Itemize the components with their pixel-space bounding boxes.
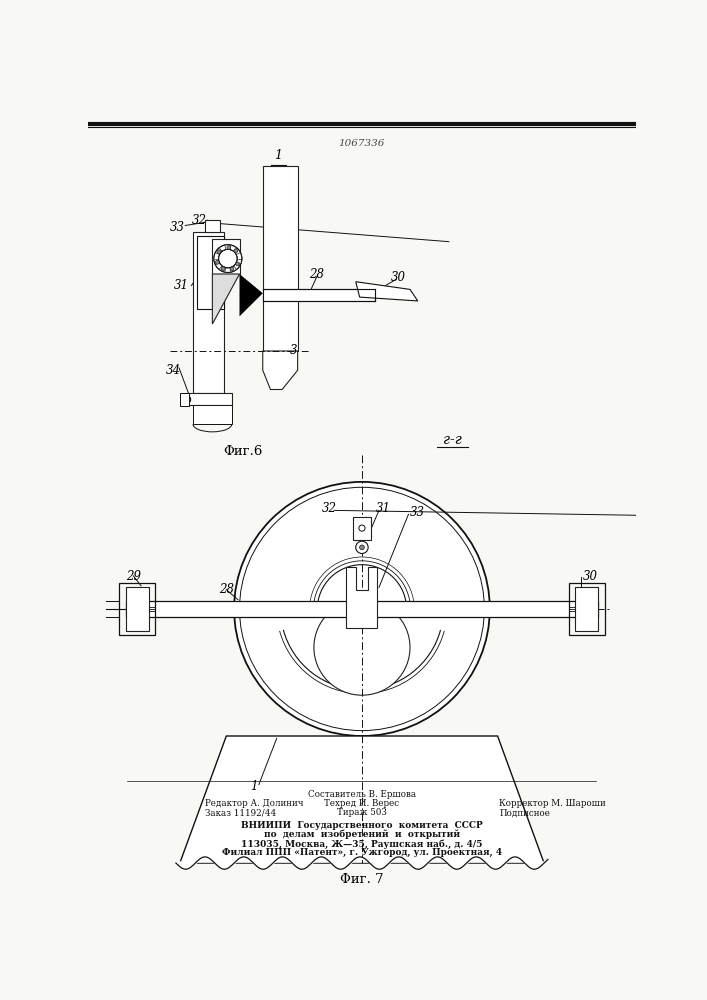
Text: 30: 30	[391, 271, 406, 284]
Polygon shape	[212, 274, 240, 324]
Bar	[180, 393, 189, 406]
Text: по  делам  изобретений  и  открытий: по делам изобретений и открытий	[264, 830, 460, 839]
Text: Корректор М. Шароши: Корректор М. Шароши	[499, 799, 606, 808]
Text: 34: 34	[166, 364, 181, 377]
Text: 31: 31	[174, 279, 189, 292]
Polygon shape	[240, 274, 263, 316]
Polygon shape	[126, 587, 149, 631]
Circle shape	[360, 545, 364, 550]
Circle shape	[234, 249, 238, 253]
Text: 1: 1	[250, 780, 257, 793]
Text: 3: 3	[290, 344, 298, 358]
Polygon shape	[193, 232, 224, 393]
Text: 33: 33	[410, 506, 425, 519]
Text: Техред И. Верес: Техред И. Верес	[325, 799, 399, 808]
Text: 28: 28	[219, 583, 234, 596]
Text: 1067336: 1067336	[339, 139, 385, 148]
Bar	[119, 583, 155, 635]
Text: 32: 32	[192, 214, 206, 227]
Text: Подписное: Подписное	[499, 808, 550, 817]
Bar	[263, 289, 375, 301]
Text: 29: 29	[126, 570, 141, 583]
Polygon shape	[575, 587, 598, 631]
Circle shape	[356, 541, 368, 554]
Bar	[569, 583, 604, 635]
Text: 33: 33	[170, 221, 185, 234]
Text: 32: 32	[322, 502, 337, 515]
Text: ВНИИПИ  Государственного  комитета  СССР: ВНИИПИ Государственного комитета СССР	[241, 821, 483, 830]
Text: Заказ 11192/44: Заказ 11192/44	[204, 808, 276, 817]
Circle shape	[214, 245, 242, 272]
Polygon shape	[204, 220, 220, 232]
Bar	[193, 405, 232, 424]
Polygon shape	[353, 517, 371, 540]
Text: Составитель В. Ершова: Составитель В. Ершова	[308, 790, 416, 799]
Text: г-г: г-г	[443, 433, 462, 447]
Text: Редактор А. Долинич: Редактор А. Долинич	[204, 799, 303, 808]
Polygon shape	[356, 282, 418, 301]
Polygon shape	[180, 736, 544, 863]
Circle shape	[183, 396, 191, 403]
Circle shape	[218, 249, 237, 268]
Circle shape	[214, 245, 242, 272]
Text: 31: 31	[376, 502, 391, 515]
Polygon shape	[346, 567, 378, 628]
Bar	[197, 235, 224, 309]
Bar	[126, 601, 598, 617]
Circle shape	[359, 525, 365, 531]
Circle shape	[240, 487, 484, 731]
Circle shape	[227, 246, 230, 249]
Text: 1: 1	[274, 149, 282, 162]
Circle shape	[221, 267, 225, 271]
Polygon shape	[185, 393, 232, 405]
Text: Φиг. 7: Φиг. 7	[340, 873, 384, 886]
Circle shape	[217, 250, 221, 254]
Text: Филиал ППП «Патент», г. Ужгород, ул. Проектная, 4: Филиал ППП «Патент», г. Ужгород, ул. Про…	[222, 848, 502, 857]
Circle shape	[234, 482, 490, 736]
Polygon shape	[263, 351, 298, 389]
Text: 113035, Москва, Ж—35, Раушская наб., д. 4/5: 113035, Москва, Ж—35, Раушская наб., д. …	[241, 839, 483, 849]
Text: Тираж 503: Тираж 503	[337, 808, 387, 817]
Text: 28: 28	[310, 267, 325, 280]
Circle shape	[314, 600, 410, 695]
Circle shape	[230, 267, 234, 271]
Text: Φиг.6: Φиг.6	[223, 445, 263, 458]
Circle shape	[216, 260, 219, 264]
Circle shape	[236, 262, 240, 266]
Polygon shape	[212, 239, 240, 274]
Polygon shape	[263, 166, 298, 351]
Text: 30: 30	[583, 570, 598, 583]
